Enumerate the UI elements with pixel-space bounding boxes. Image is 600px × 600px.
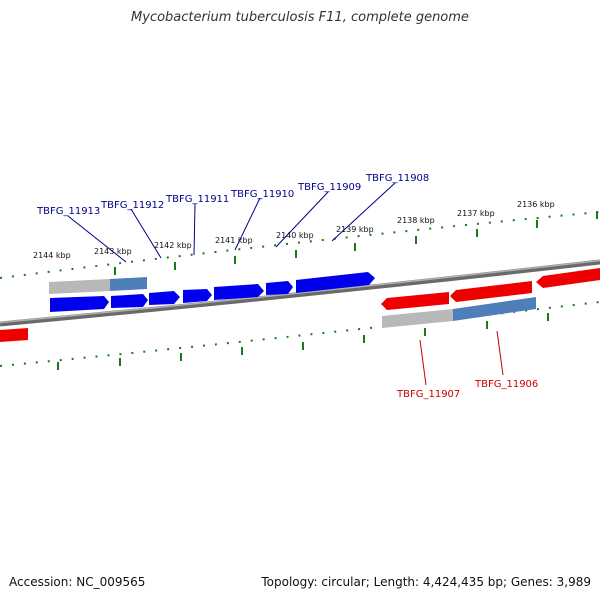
ruler-label: 2140 kbp [276, 231, 314, 240]
inner-major-ticks [57, 313, 549, 370]
ruler-label: 2141 kbp [215, 236, 253, 245]
genome-stats-label: Topology: circular; Length: 4,424,435 bp… [261, 575, 591, 589]
ruler-label: 2144 kbp [33, 251, 71, 260]
leader-tbfg-11907 [419, 339, 427, 386]
ruler-label: 2142 kbp [154, 241, 192, 250]
genome-backbone-highlight [0, 259, 600, 324]
ruler-labels: 2144 kbp 2143 kbp 2142 kbp 2141 kbp 2140 kbp… [33, 200, 555, 260]
gene-label-tbfg-11906[interactable]: TBFG_11906 [474, 379, 538, 390]
reverse-genes [0, 268, 600, 342]
leader-tbfg-11908 [331, 182, 396, 242]
gene-arrow-tbfg-11909[interactable] [214, 284, 264, 300]
forward-leader-lines [67, 182, 396, 263]
gene-arrow-tbfg-11907[interactable] [381, 292, 449, 310]
forward-context-blue-bar [110, 277, 147, 291]
gene-arrow-tbfg-11908a[interactable] [266, 281, 293, 295]
gene-arrow-tbfg-11911[interactable] [149, 291, 180, 305]
gene-label-tbfg-11911[interactable]: TBFG_11911 [165, 194, 229, 205]
inner-ruler-track [0, 301, 600, 367]
gene-label-tbfg-11908[interactable]: TBFG_11908 [365, 173, 429, 184]
ruler-label: 2139 kbp [336, 225, 374, 234]
leader-tbfg-11906 [496, 330, 504, 376]
leader-tbfg-11911 [193, 203, 196, 256]
reverse-gene-labels: TBFG_11907 TBFG_11906 [396, 379, 538, 400]
reverse-context-blue-bar [453, 297, 536, 321]
gene-label-tbfg-11913[interactable]: TBFG_11913 [36, 206, 100, 217]
gene-arrow-tbfg-11913[interactable] [50, 296, 109, 312]
gene-arrow-tbfg-11910[interactable] [183, 289, 212, 303]
reverse-context-gray-bar [382, 309, 453, 328]
ruler-label: 2138 kbp [397, 216, 435, 225]
genome-backbone [0, 259, 600, 327]
forward-context-gray-bar [49, 279, 110, 294]
gene-arrow-right-partial[interactable] [536, 268, 600, 288]
ruler-label: 2136 kbp [517, 200, 555, 209]
forward-genes [50, 272, 375, 312]
leader-tbfg-11910 [234, 197, 261, 251]
leader-tbfg-11912 [130, 208, 162, 259]
accession-label: Accession: NC_009565 [9, 575, 146, 589]
gene-label-tbfg-11910[interactable]: TBFG_11910 [230, 189, 294, 200]
outer-major-ticks [114, 211, 598, 275]
gene-arrow-tbfg-11908[interactable] [296, 272, 375, 293]
reverse-leader-lines [419, 330, 504, 386]
gene-arrow-tbfg-11912[interactable] [111, 294, 148, 308]
leader-tbfg-11913 [67, 215, 127, 263]
ruler-label: 2143 kbp [94, 247, 132, 256]
gene-label-tbfg-11912[interactable]: TBFG_11912 [100, 200, 164, 211]
map-title: Mycobacterium tuberculosis F11, complete… [131, 10, 469, 25]
gene-arrow-tbfg-11906[interactable] [450, 281, 532, 302]
outer-ruler-track [0, 211, 600, 279]
leader-tbfg-11909 [275, 191, 329, 248]
gene-label-tbfg-11907[interactable]: TBFG_11907 [396, 389, 460, 400]
gene-arrow-left-partial[interactable] [0, 328, 28, 342]
gene-label-tbfg-11909[interactable]: TBFG_11909 [297, 182, 361, 193]
ruler-label: 2137 kbp [457, 209, 495, 218]
